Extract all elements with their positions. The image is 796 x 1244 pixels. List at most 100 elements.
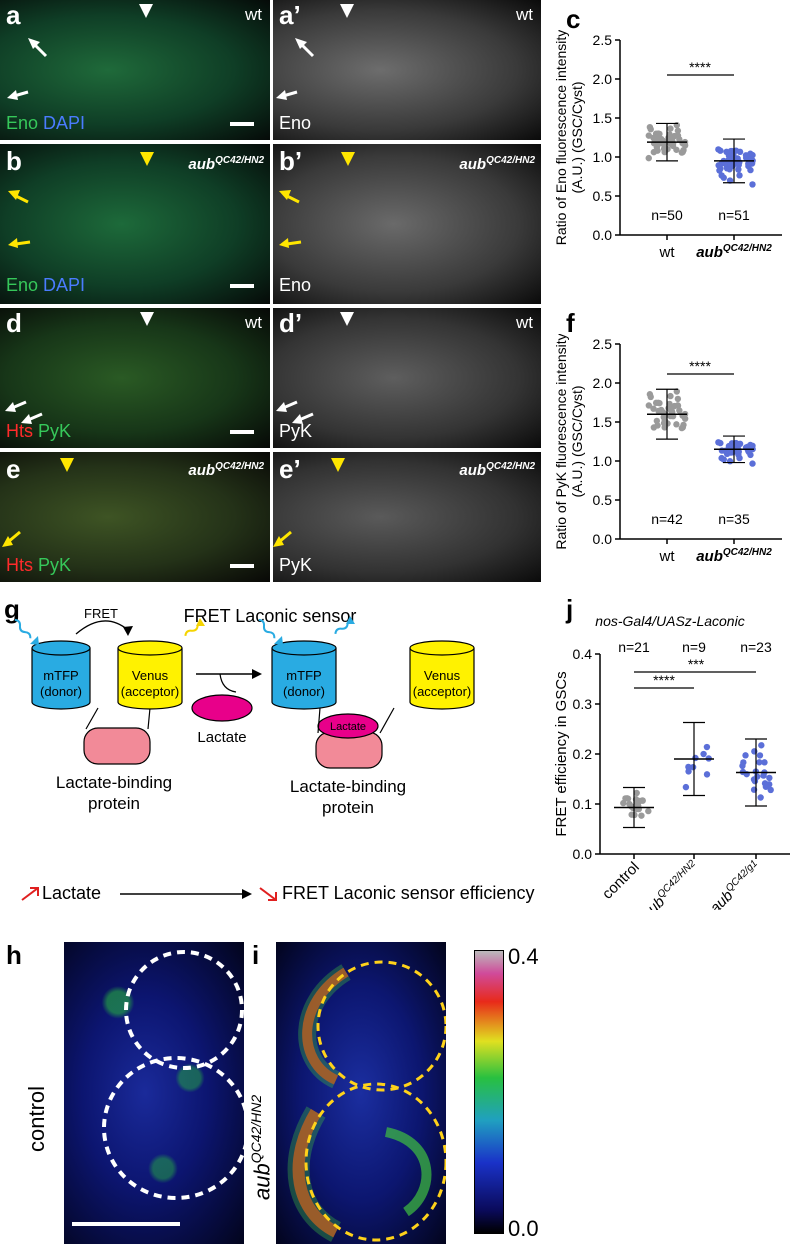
panel-label-h: h: [6, 940, 22, 970]
acceptor-name: Venus: [424, 668, 461, 683]
donor-cylinder: [31, 648, 91, 710]
chart-f: 0.0 0.5 1.0 1.5 2.0 2.5 Ratio of PyK fluoresce…: [553, 334, 782, 565]
scale-bar: [230, 284, 254, 288]
micrograph-d-prime: wt PyK: [273, 308, 541, 448]
binding-label-1: Lactate-binding: [56, 773, 172, 792]
data-point: [650, 424, 658, 431]
data-point: [692, 754, 699, 762]
category-name: aub: [696, 244, 723, 261]
donor-name: mTFP: [43, 668, 78, 683]
micrograph-e: aubQC42/HN2 Hts PyK: [0, 452, 270, 582]
data-point: [633, 789, 640, 797]
data-point: [749, 442, 756, 449]
data-point: [655, 407, 662, 415]
data-point: [638, 812, 645, 819]
significance-stars: ***: [688, 656, 705, 672]
category-name: wt: [659, 244, 676, 261]
data-point: [645, 402, 653, 409]
scale-bar: [230, 122, 254, 126]
data-point: [647, 126, 654, 133]
arrows-overlay: [7, 4, 153, 100]
donor-role: (donor): [40, 684, 82, 699]
data-point: [667, 392, 674, 400]
heatmap-control: [64, 942, 244, 1244]
data-point: [676, 407, 683, 414]
significance-stars: ****: [689, 59, 711, 75]
data-point: [674, 127, 682, 134]
bound-lactate-label: Lactate: [330, 721, 366, 733]
scale-bar: [72, 1222, 180, 1226]
data-point: [645, 132, 653, 139]
data-point: [726, 166, 733, 173]
genotype-label: wt: [245, 313, 262, 332]
side-label-control: control: [24, 1085, 49, 1152]
data-point: [715, 439, 722, 446]
data-point: [742, 752, 749, 759]
acceptor-role: (acceptor): [121, 684, 180, 699]
y-axis-label: (A.U.) (GSC/Cyst): [569, 386, 585, 498]
micrograph-e-prime: aubQC42/HN2 PyK: [273, 452, 541, 582]
genotype-label: aubQC42/HN2: [459, 461, 535, 479]
x-tick-label: aubQC42/HN2: [638, 858, 703, 910]
colorbar-max-label: 0.4: [508, 944, 539, 969]
panel-label-d-prime: d’: [279, 308, 303, 338]
data-point: [653, 417, 661, 425]
data-point: [716, 167, 723, 174]
genotype-label: wt: [516, 5, 533, 24]
micrograph-b: aubQC42/HN2 Eno DAPI: [0, 144, 270, 304]
data-point: [656, 399, 663, 407]
significance-stars: ****: [689, 358, 711, 374]
y-tick-label: 0.3: [573, 696, 593, 712]
fret-label: FRET: [84, 606, 118, 621]
data-point: [762, 783, 770, 790]
x-tick-label: wt: [659, 244, 676, 261]
micrograph-a: wt Eno DAPI: [0, 0, 270, 140]
genotype-label: wt: [245, 5, 262, 24]
n-label: n=9: [682, 639, 706, 655]
data-point: [736, 148, 744, 156]
data-points-0: [645, 121, 689, 162]
panel-label-c: c: [566, 4, 581, 34]
data-point: [715, 146, 722, 153]
data-point: [715, 162, 722, 169]
data-point: [739, 762, 746, 770]
colorbar-min-label: 0.0: [508, 1216, 539, 1241]
stain-label: Eno DAPI: [6, 275, 86, 295]
y-tick-label: 0.0: [573, 846, 593, 862]
category-name: wt: [659, 548, 676, 565]
stain-label: Eno: [279, 275, 312, 295]
y-tick-label: 2.5: [593, 336, 613, 352]
data-point: [756, 752, 764, 759]
data-point: [660, 413, 667, 421]
y-tick-label: 0.0: [593, 531, 613, 547]
data-point: [645, 154, 652, 162]
excitation-wave: [14, 618, 32, 639]
data-point: [767, 786, 774, 794]
category-name: control: [599, 859, 643, 903]
data-point: [650, 148, 658, 156]
data-point: [674, 395, 682, 403]
data-point: [736, 172, 743, 179]
category-sup: QC42/g1: [724, 858, 760, 894]
panel-label-e-prime: e’: [279, 454, 301, 484]
x-tick-label: aubQC42/HN2: [696, 547, 772, 565]
data-point: [726, 447, 734, 454]
y-tick-label: 2.0: [593, 375, 613, 391]
lactate-label: Lactate: [197, 729, 246, 746]
data-point: [758, 742, 765, 749]
data-point: [624, 795, 632, 802]
significance-stars: ****: [653, 672, 675, 688]
category-name: aub: [696, 548, 723, 565]
scale-bar: [230, 564, 254, 568]
data-point: [703, 743, 711, 751]
donor-cylinder: [271, 648, 337, 710]
micrograph-a-prime: wt Eno: [273, 0, 541, 140]
stain-label: Eno DAPI: [6, 113, 86, 133]
data-point: [682, 783, 690, 791]
bottom-efficiency-label: FRET Laconic sensor efficiency: [282, 883, 535, 903]
genotype-label: aubQC42/HN2: [459, 155, 535, 173]
bottom-lactate-label: Lactate: [42, 883, 102, 903]
panel-label-a: a: [6, 0, 21, 30]
data-point: [645, 807, 652, 815]
data-point: [745, 162, 752, 170]
